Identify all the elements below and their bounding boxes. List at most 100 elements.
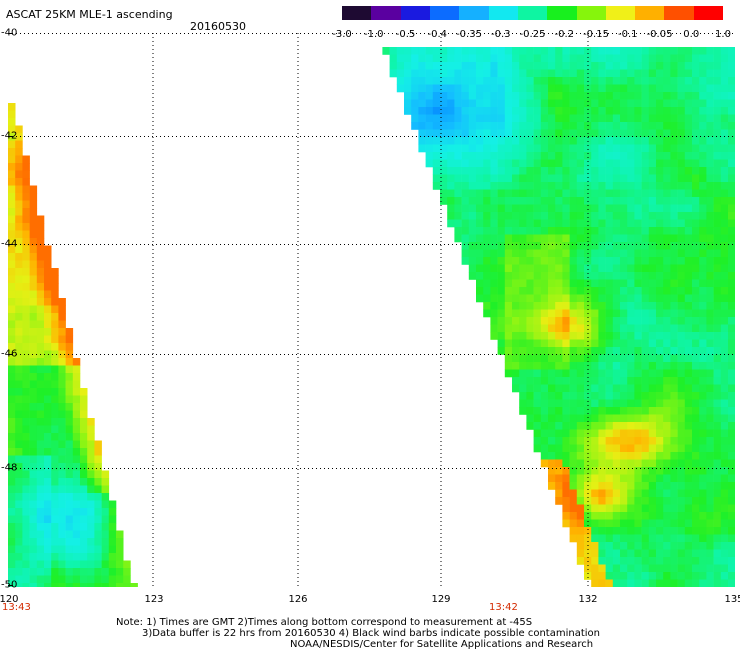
swath-cell-west	[51, 508, 59, 516]
swath-cell-east	[605, 324, 614, 333]
swath-cell-east	[612, 272, 621, 280]
swath-cell-east	[526, 392, 534, 400]
swath-cell-east	[656, 144, 664, 153]
swath-cell-east	[713, 542, 722, 550]
swath-cell-east	[548, 324, 556, 333]
swath-cell-west	[44, 448, 52, 456]
swath-cell-west	[8, 478, 16, 486]
swath-cell-east	[634, 62, 642, 70]
latitude-tick-label: -50	[1, 579, 18, 591]
swath-cell-east	[663, 519, 671, 528]
swath-cell-east	[490, 287, 498, 295]
swath-cell-west	[8, 200, 16, 209]
swath-cell-east	[634, 279, 642, 288]
swath-cell-east	[692, 347, 700, 355]
swath-cell-west	[72, 500, 81, 509]
swath-cell-east	[569, 474, 578, 483]
swath-cell-west	[29, 328, 38, 336]
swath-cell-east	[440, 152, 448, 160]
swath-cell-west	[29, 463, 38, 471]
swath-cell-east	[598, 399, 606, 408]
swath-cell-east	[569, 159, 578, 168]
swath-cell-east	[483, 249, 491, 258]
swath-cell-east	[677, 47, 686, 55]
swath-cell-east	[476, 264, 484, 273]
swath-cell-east	[396, 47, 405, 55]
swath-cell-east	[526, 174, 534, 183]
swath-cell-east	[627, 212, 635, 220]
swath-cell-east	[440, 114, 448, 123]
swath-cell-east	[490, 317, 498, 325]
swath-cell-east	[728, 512, 735, 520]
swath-cell-west	[44, 283, 52, 291]
swath-cell-east	[641, 377, 650, 385]
swath-cell-east	[497, 279, 506, 288]
colorbar-swatch	[635, 6, 665, 20]
swath-cell-east	[562, 489, 570, 498]
swath-cell-east	[605, 107, 614, 115]
swath-cell-east	[713, 564, 722, 573]
swath-cell-west	[51, 418, 59, 426]
swath-cell-east	[504, 122, 513, 130]
swath-cell-east	[648, 534, 657, 543]
swath-cell-east	[454, 47, 462, 55]
swath-cell-east	[526, 347, 534, 355]
swath-cell-east	[641, 407, 650, 415]
swath-cell-east	[713, 407, 722, 415]
swath-cell-east	[591, 497, 599, 505]
swath-cell-east	[468, 167, 477, 175]
swath-cell-west	[94, 485, 102, 494]
swath-cell-east	[519, 99, 527, 108]
swath-cell-east	[692, 354, 700, 363]
swath-cell-east	[447, 62, 455, 70]
swath-cell-east	[670, 242, 678, 250]
swath-cell-west	[36, 283, 45, 291]
swath-cell-east	[483, 122, 491, 130]
swath-cell-west	[29, 290, 38, 299]
swath-cell-east	[706, 204, 714, 213]
swath-cell-west	[58, 500, 66, 509]
colorbar-tick-label: -0.5	[395, 29, 416, 40]
swath-cell-east	[476, 227, 484, 235]
colorbar-tick-label: -0.35	[456, 29, 482, 40]
swath-cell-east	[699, 512, 707, 520]
swath-cell-east	[677, 264, 686, 273]
swath-cell-east	[634, 504, 642, 513]
swath-cell-east	[663, 272, 671, 280]
swath-cell-east	[677, 152, 686, 160]
swath-cell-east	[663, 69, 671, 78]
swath-cell-east	[533, 384, 542, 393]
swath-cell-east	[440, 122, 448, 130]
swath-cell-east	[656, 219, 664, 228]
swath-cell-east	[411, 107, 419, 115]
swath-cell-east	[598, 392, 606, 400]
swath-cell-west	[22, 500, 30, 509]
swath-cell-east	[663, 219, 671, 228]
swath-cell-west	[36, 388, 45, 396]
swath-cell-east	[627, 144, 635, 153]
swath-cell-east	[699, 272, 707, 280]
swath-cell-east	[504, 227, 513, 235]
swath-cell-east	[519, 92, 527, 100]
swath-cell-east	[562, 122, 570, 130]
swath-cell-east	[706, 557, 714, 565]
swath-cell-east	[728, 384, 735, 393]
swath-cell-east	[670, 272, 678, 280]
swath-cell-east	[692, 54, 700, 63]
swath-cell-east	[576, 122, 585, 130]
swath-cell-east	[627, 129, 635, 138]
swath-cell-east	[533, 429, 542, 438]
swath-cell-east	[728, 332, 735, 340]
swath-cell-east	[713, 437, 722, 445]
swath-cell-west	[8, 568, 16, 576]
swath-cell-east	[504, 339, 513, 348]
swath-cell-east	[728, 107, 735, 115]
swath-cell-west	[51, 553, 59, 561]
swath-cell-east	[584, 377, 592, 385]
swath-cell-east	[620, 69, 628, 78]
swath-cell-east	[634, 54, 642, 63]
swath-cell-east	[591, 137, 599, 145]
swath-cell-east	[591, 144, 599, 153]
swath-cell-east	[670, 519, 678, 528]
swath-cell-east	[562, 152, 570, 160]
